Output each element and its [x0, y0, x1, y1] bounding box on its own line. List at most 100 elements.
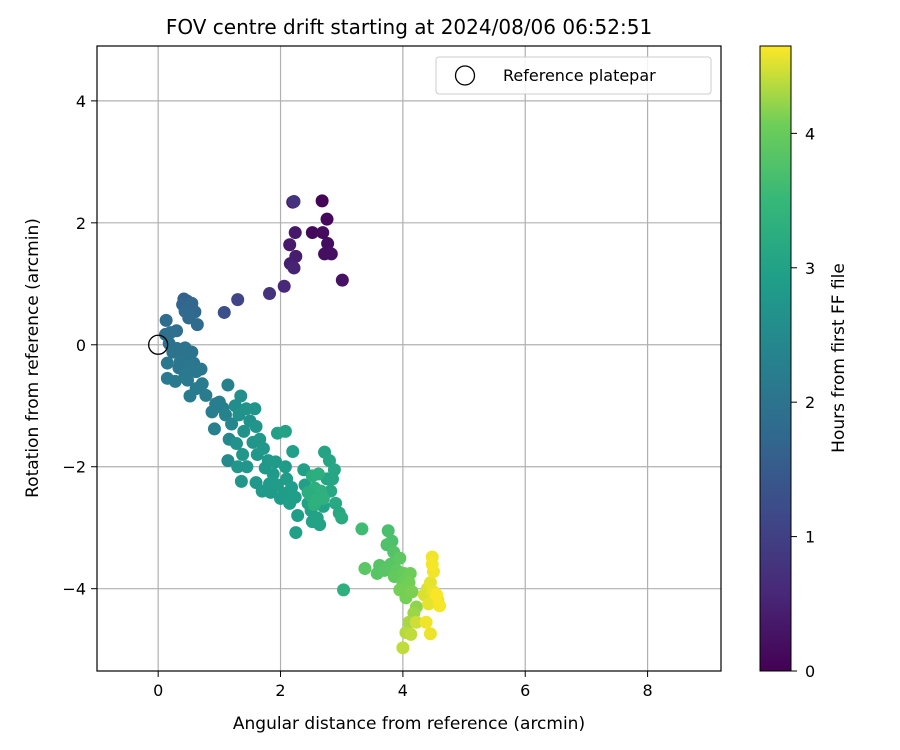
scatter-point	[229, 437, 243, 451]
scatter-point	[194, 362, 208, 376]
scatter-point	[355, 522, 369, 536]
scatter-point	[301, 485, 315, 499]
legend-marker-open-circle	[454, 65, 476, 86]
scatter-point	[234, 389, 248, 403]
scatter-point	[320, 212, 334, 226]
scatter-point	[181, 373, 195, 387]
scatter-point	[160, 371, 174, 385]
scatter-point	[221, 454, 235, 468]
scatter-point	[315, 194, 329, 208]
scatter-point	[190, 318, 204, 332]
scatter-point	[430, 588, 444, 602]
colorbar-tick-label: 1	[805, 528, 815, 547]
x-axis-ticks: 0 2 4 6 8	[153, 671, 653, 700]
scatter-point	[278, 424, 292, 438]
scatter-point	[160, 356, 174, 370]
y-tick-label: 2	[76, 214, 86, 233]
scatter-point	[288, 226, 302, 240]
scatter-point	[393, 551, 407, 565]
x-tick-label: 2	[275, 681, 285, 700]
y-tick-label: −2	[62, 458, 86, 477]
colorbar	[759, 45, 792, 672]
scatter-point	[183, 389, 197, 403]
scatter-point	[324, 247, 338, 261]
scatter-point	[207, 422, 221, 436]
scatter-point	[316, 491, 330, 505]
x-axis-label: Angular distance from reference (arcmin)	[233, 714, 585, 734]
colorbar-label: Hours from first FF file	[829, 263, 849, 453]
scatter-point	[327, 463, 341, 477]
y-tick-label: −4	[62, 580, 86, 599]
scatter-point	[405, 585, 419, 599]
x-tick-label: 8	[642, 681, 652, 700]
colorbar-tick-label: 0	[805, 662, 815, 681]
scatter-point	[285, 480, 299, 494]
scatter-point	[217, 305, 231, 319]
scatter-point	[287, 261, 301, 275]
scatter-point	[311, 467, 325, 481]
scatter-point	[256, 441, 270, 455]
x-tick-label: 6	[520, 681, 530, 700]
scatter-point	[289, 526, 303, 540]
y-tick-label: 0	[76, 336, 86, 355]
colorbar-tick-label: 3	[805, 259, 815, 278]
colorbar-tick-label: 2	[805, 393, 815, 412]
scatter-point	[269, 455, 283, 469]
scatter-point	[404, 627, 418, 641]
legend-box	[435, 56, 712, 95]
y-axis-ticks: −4 −2 0 2 4	[62, 92, 97, 599]
scatter-point	[237, 424, 251, 438]
scatter-point	[396, 641, 410, 655]
scatter-point	[266, 467, 280, 481]
scatter-point	[199, 388, 213, 402]
scatter-point	[409, 615, 423, 629]
scatter-point	[337, 583, 351, 597]
legend: Reference platepar	[435, 56, 712, 95]
scatter-point	[236, 448, 250, 462]
colorbar-tick-label: 4	[805, 124, 815, 143]
scatter-point	[248, 402, 262, 416]
scatter-point	[234, 474, 248, 488]
x-tick-label: 4	[398, 681, 408, 700]
scatter-point	[287, 194, 301, 208]
scatter-point	[263, 287, 277, 301]
plot-frame	[96, 45, 722, 672]
scatter-point	[288, 490, 302, 504]
scatter-point	[159, 313, 173, 327]
legend-entry: Reference platepar	[503, 66, 656, 85]
scatter-point	[286, 444, 300, 458]
scatter-point	[358, 562, 372, 576]
scatter-point	[225, 417, 239, 431]
scatter-point	[218, 408, 232, 422]
scatter-point	[329, 496, 343, 510]
scatter-point	[163, 326, 177, 340]
scatter-point	[313, 518, 327, 532]
scatter-point	[283, 238, 297, 252]
scatter-point	[425, 557, 439, 571]
scatter-point	[305, 226, 319, 240]
scatter-point	[240, 460, 254, 474]
scatter-points	[159, 194, 447, 655]
y-axis-label: Rotation from reference (arcmin)	[23, 218, 43, 498]
scatter-point	[378, 563, 392, 577]
scatter-point	[221, 378, 235, 392]
chart-title: FOV centre drift starting at 2024/08/06 …	[166, 15, 652, 39]
scatter-point	[205, 405, 219, 419]
scatter-point	[381, 524, 395, 538]
scatter-point	[423, 627, 437, 641]
scatter-point	[231, 460, 245, 474]
scatter-point	[231, 293, 245, 307]
x-tick-label: 0	[153, 681, 163, 700]
scatter-point	[433, 599, 447, 613]
reference-marker	[148, 334, 169, 355]
colorbar-ticks: 0 1 2 3 4	[791, 124, 815, 681]
scatter-point	[321, 237, 335, 251]
scatter-point	[335, 511, 349, 525]
scatter-point	[249, 419, 263, 433]
scatter-point	[291, 509, 305, 523]
scatter-point	[278, 460, 292, 474]
reference-point	[148, 334, 169, 355]
scatter-point	[335, 273, 349, 287]
scatter-point	[277, 279, 291, 293]
